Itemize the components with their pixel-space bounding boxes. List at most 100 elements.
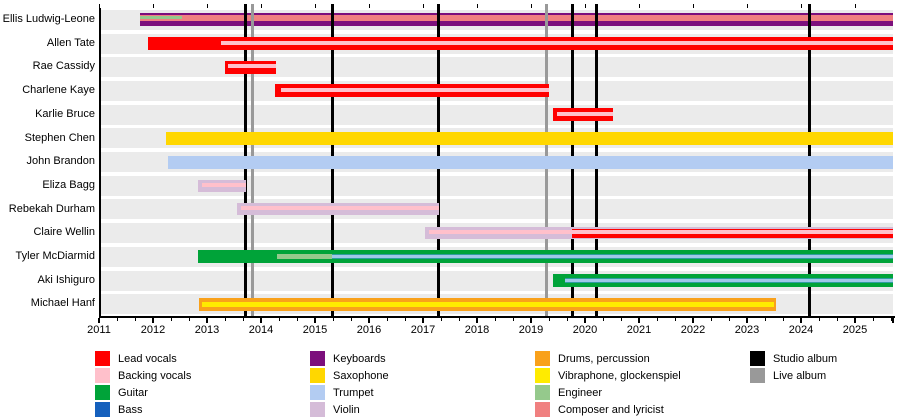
minor-tick [332, 318, 334, 321]
bar-bass [565, 277, 893, 283]
minor-tick [674, 318, 676, 321]
year-tick [584, 318, 586, 323]
legend-swatch-saxophone [310, 368, 325, 383]
year-label: 2017 [410, 324, 436, 336]
year-tick [800, 318, 802, 323]
year-tick [422, 318, 424, 323]
year-label: 2014 [248, 324, 274, 336]
legend-label: Engineer [558, 386, 603, 399]
legend-swatch-vibraphone-glockenspiel [535, 368, 550, 383]
year-top-tick [206, 4, 208, 8]
year-top-tick [314, 4, 316, 8]
minor-tick [764, 318, 766, 321]
year-label: 2011 [87, 324, 111, 336]
legend-item: Saxophone [310, 368, 389, 383]
legend-label: Studio album [773, 352, 838, 365]
legend-label: Composer and lyricist [558, 403, 664, 416]
minor-tick [494, 318, 496, 321]
legend-label: Bass [118, 403, 143, 416]
year-top-tick [98, 4, 100, 8]
minor-tick [872, 318, 874, 321]
year-label: 2024 [788, 324, 814, 336]
legend-label: Trumpet [333, 386, 374, 399]
member-label: Tyler McDiarmid [15, 250, 95, 262]
member-label: John Brandon [26, 155, 96, 168]
year-top-tick [368, 4, 370, 8]
legend-label: Drums, percussion [558, 352, 650, 365]
minor-tick [404, 318, 406, 321]
legend-swatch-backing-vocals [95, 368, 110, 383]
bar-backing [228, 64, 277, 69]
year-top-tick [476, 4, 478, 8]
minor-tick [224, 318, 226, 321]
bar-backing [241, 206, 440, 211]
legend-swatch-bass [95, 402, 110, 417]
minor-tick [188, 318, 190, 321]
legend-item: Trumpet [310, 385, 374, 400]
year-tick [260, 318, 262, 323]
minor-tick [620, 318, 622, 321]
year-tick [98, 318, 100, 323]
year-label: 2016 [356, 324, 382, 336]
minor-tick [782, 318, 784, 321]
member-label: Ellis Ludwig-Leone [2, 13, 95, 25]
minor-tick [512, 318, 514, 321]
legend-label: Guitar [118, 386, 148, 399]
legend-label: Keyboards [333, 352, 386, 365]
member-label: Allen Tate [46, 36, 95, 49]
minor-tick [296, 318, 298, 321]
minor-tick [170, 318, 172, 321]
legend-swatch-guitar [95, 385, 110, 400]
legend-item: Drums, percussion [535, 351, 650, 366]
legend-item: Keyboards [310, 351, 386, 366]
legend-swatch-violin [310, 402, 325, 417]
row-band [100, 175, 893, 196]
legend-item: Guitar [95, 385, 148, 400]
minor-tick [656, 318, 658, 321]
y-axis-line [99, 8, 101, 318]
legend-label: Live album [773, 369, 827, 382]
year-tick [530, 318, 532, 323]
bar-sax [165, 131, 893, 145]
bar-backing [280, 87, 549, 92]
minor-tick [440, 318, 442, 321]
bar-backing [428, 230, 893, 235]
year-label: 2022 [680, 324, 706, 336]
year-tick [854, 318, 856, 323]
member-label: Eliza Bagg [42, 178, 95, 191]
legend-label: Saxophone [333, 369, 389, 382]
row-band [100, 104, 893, 125]
legend-swatch-studio-album [750, 351, 765, 366]
bar-backing [201, 182, 246, 187]
bar-vibes [201, 301, 774, 307]
legend-item: Lead vocals [95, 351, 177, 366]
legend-label: Lead vocals [118, 352, 177, 365]
bar-bass [331, 253, 893, 259]
legend-swatch-engineer [535, 385, 550, 400]
minor-tick [242, 318, 244, 321]
legend-swatch-keyboards [310, 351, 325, 366]
year-label: 2019 [518, 324, 544, 336]
minor-tick [602, 318, 604, 321]
member-label: Charlene Kaye [22, 84, 95, 97]
legend-label: Violin [333, 403, 360, 416]
member-label: Claire Wellin [33, 226, 95, 239]
minor-tick [836, 318, 838, 321]
member-label: Michael Hanf [30, 297, 95, 310]
minor-tick [458, 318, 460, 321]
minor-tick [350, 318, 352, 321]
bar-backing [556, 111, 614, 116]
legend-item: Violin [310, 402, 360, 417]
year-tick [746, 318, 748, 323]
bar-backing [221, 40, 893, 45]
minor-tick [278, 318, 280, 321]
member-label: Karlie Bruce [35, 107, 95, 120]
year-label: 2020 [572, 324, 598, 336]
x-axis-line [99, 316, 895, 318]
legend-swatch-trumpet [310, 385, 325, 400]
member-label: Rae Cassidy [32, 60, 95, 73]
bar-composer [140, 14, 893, 21]
minor-tick [548, 318, 550, 321]
member-label: Stephen Chen [24, 131, 95, 144]
